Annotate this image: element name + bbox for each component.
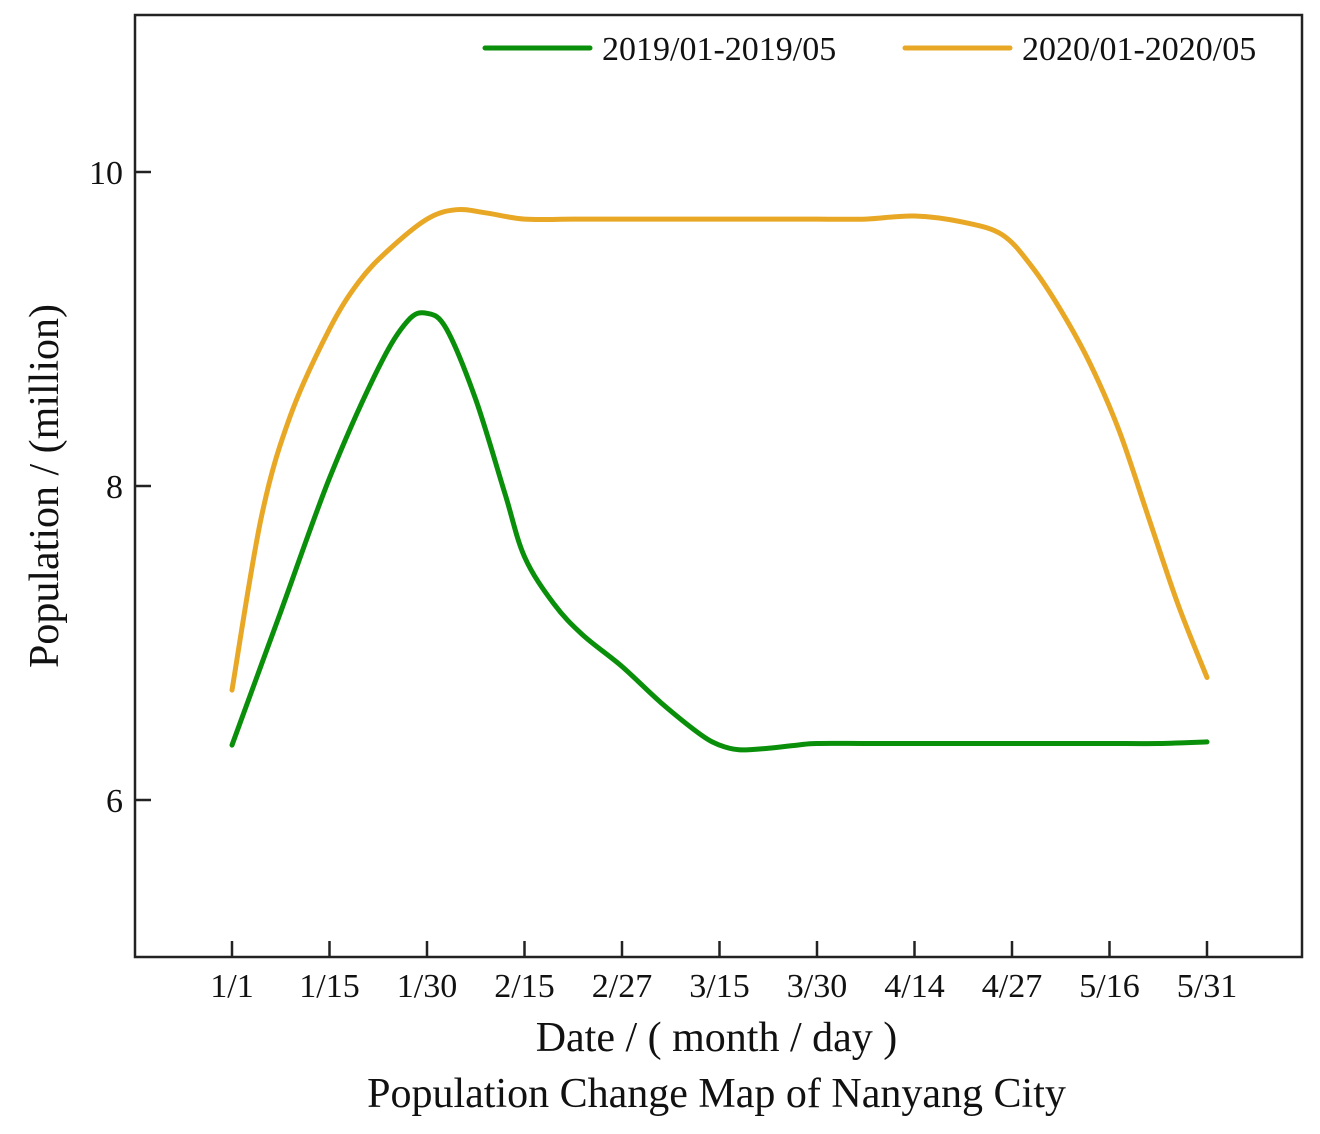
x-tick-label: 5/31 (1177, 968, 1237, 1005)
x-tick-label: 1/15 (299, 968, 359, 1005)
y-tick-label: 10 (89, 155, 123, 192)
series-line-1 (229, 310, 1210, 753)
y-axis-ticks: 6 8 10 (89, 155, 151, 820)
x-tick-label: 3/30 (787, 968, 847, 1005)
x-axis-ticks: 1/1 1/15 1/30 2/15 2/27 3/15 3/30 4/14 4/27 5/16 5… (210, 941, 1237, 1005)
x-axis-title: Date / ( month / day ) (536, 1015, 898, 1061)
x-tick-label: 4/14 (884, 968, 944, 1005)
x-tick-label: 3/15 (689, 968, 749, 1005)
series-lines (229, 206, 1210, 753)
x-tick-label: 2/27 (592, 968, 652, 1005)
plot-frame (133, 13, 1304, 959)
x-tick-label: 1/30 (397, 968, 457, 1005)
legend-label-2: 2020/01-2020/05 (1022, 31, 1256, 68)
series-line-2 (229, 206, 1210, 693)
x-tick-label: 2/15 (494, 968, 554, 1005)
x-tick-label: 5/16 (1079, 968, 1139, 1005)
y-tick-label: 6 (106, 783, 123, 820)
y-tick-label: 8 (106, 469, 123, 506)
legend: 2019/01-2019/05 2020/01-2020/05 (482, 31, 1256, 68)
chart-title: Population Change Map of Nanyang City (367, 1071, 1066, 1117)
y-axis-title: Population / (million) (22, 304, 68, 668)
legend-label-1: 2019/01-2019/05 (602, 31, 836, 68)
x-tick-label: 1/1 (210, 968, 253, 1005)
x-tick-label: 4/27 (982, 968, 1042, 1005)
